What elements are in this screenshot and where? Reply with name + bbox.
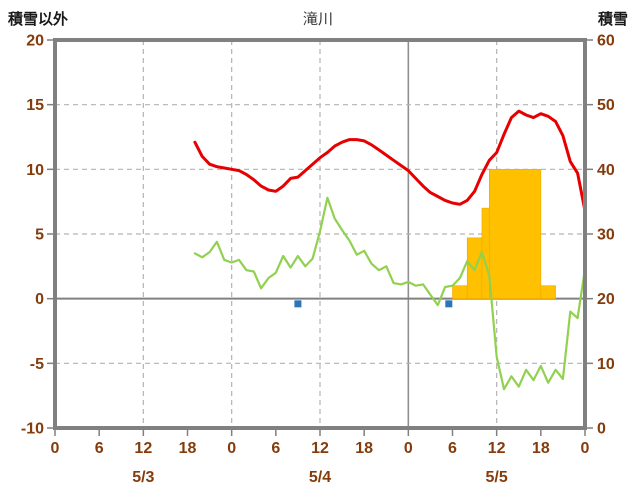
hour-tick-label: 18: [355, 440, 373, 457]
hour-tick-label: 12: [311, 440, 329, 457]
hour-tick-label: 0: [581, 440, 590, 457]
hour-tick-label: 6: [271, 440, 280, 457]
date-label: 5/5: [486, 469, 508, 486]
orange-bars: [452, 169, 556, 299]
left-tick-label: 20: [26, 33, 44, 50]
right-tick-label: 40: [597, 162, 615, 179]
hour-tick-label: 6: [95, 440, 104, 457]
hour-tick-label: 12: [488, 440, 506, 457]
date-label: 5/3: [132, 469, 154, 486]
green-line: [193, 196, 587, 391]
right-tick-label: 50: [597, 97, 615, 114]
hour-tick-label: 18: [532, 440, 550, 457]
left-tick-label: 5: [35, 227, 44, 244]
hour-tick-label: 6: [448, 440, 457, 457]
hour-tick-label: 0: [227, 440, 236, 457]
blue-square-marker: [445, 300, 453, 308]
right-tick-label: 10: [597, 356, 615, 373]
temperature-red-line: [193, 109, 587, 213]
hour-tick-label: 12: [134, 440, 152, 457]
blue-square-marker: [294, 300, 302, 308]
orange-bar: [540, 285, 556, 299]
right-tick-label: 20: [597, 291, 615, 308]
blue-square-markers: [294, 300, 453, 308]
left-tick-label: 0: [35, 291, 44, 308]
hour-tick-label: 18: [179, 440, 197, 457]
left-axis-title: 積雪以外: [8, 11, 69, 28]
right-tick-label: 0: [597, 421, 606, 438]
left-tick-label: -10: [21, 421, 44, 438]
right-tick-label: 60: [597, 33, 615, 50]
left-tick-label: -5: [30, 356, 44, 373]
left-tick-label: 10: [26, 162, 44, 179]
chart-title: 滝川: [302, 11, 333, 28]
hour-tick-label: 0: [404, 440, 413, 457]
right-tick-label: 30: [597, 227, 615, 244]
date-label: 5/4: [309, 469, 331, 486]
right-axis-title: 積雪: [597, 11, 628, 28]
left-tick-label: 15: [26, 97, 44, 114]
orange-bar: [489, 169, 542, 299]
hour-tick-label: 0: [51, 440, 60, 457]
plot-frame: [53, 38, 587, 430]
orange-bar: [452, 285, 468, 299]
